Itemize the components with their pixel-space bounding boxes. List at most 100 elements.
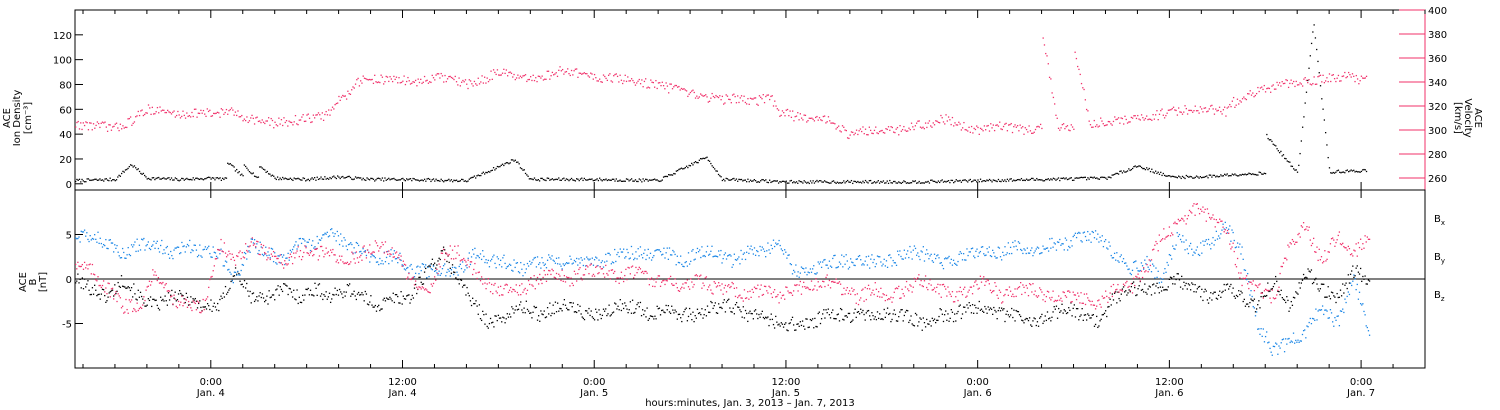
data-point-bx (740, 311, 742, 313)
data-point-velocity (184, 117, 187, 119)
data-point-velocity (1225, 115, 1227, 117)
data-point-ion-density (997, 178, 1000, 181)
data-point-bx (407, 294, 409, 297)
data-point-bx (503, 317, 505, 319)
data-point-velocity (918, 120, 920, 122)
data-point-bz (627, 266, 629, 269)
data-point-by (744, 258, 747, 261)
data-point-ion-density (962, 179, 964, 182)
data-point-bx (680, 317, 682, 319)
data-point-bx (838, 320, 841, 322)
data-point-bz (631, 265, 634, 267)
data-point-bx (619, 299, 621, 301)
data-point-bz (744, 297, 747, 300)
data-point-velocity (505, 69, 508, 71)
data-point-velocity (1229, 103, 1231, 106)
data-point-velocity (758, 95, 761, 97)
data-point-bx (818, 311, 820, 313)
data-point-by (223, 265, 226, 267)
data-point-velocity (1013, 125, 1015, 128)
data-point-by (544, 263, 547, 265)
data-point-ion-density (840, 182, 842, 184)
data-point-ion-density (1270, 139, 1272, 141)
data-point-bx (455, 277, 457, 279)
data-point-bx (548, 313, 550, 315)
data-point-bz (752, 291, 755, 293)
data-point-by (313, 247, 315, 249)
data-point-velocity (315, 114, 317, 116)
data-point-ion-density (849, 181, 851, 183)
data-point-velocity (1101, 120, 1103, 122)
data-point-bx (730, 310, 732, 313)
data-point-bx (996, 318, 998, 320)
data-point-by (327, 236, 330, 238)
data-point-by (1200, 242, 1202, 244)
data-point-by (507, 265, 510, 267)
data-point-bz (360, 254, 362, 257)
data-point-bx (511, 306, 513, 308)
data-point-bx (1096, 315, 1098, 318)
data-point-bx (1126, 294, 1128, 296)
data-point-ion-density (224, 177, 226, 179)
data-point-bx (997, 309, 999, 312)
data-point-velocity (912, 126, 914, 128)
data-point-ion-density (1333, 172, 1336, 174)
data-point-velocity (840, 131, 842, 133)
data-point-by (194, 244, 196, 246)
data-point-ion-density (276, 176, 279, 178)
data-point-bx (829, 317, 832, 319)
data-point-by (687, 252, 690, 254)
data-point-ion-density (823, 180, 826, 182)
data-point-bx (792, 324, 795, 326)
data-point-by (593, 259, 596, 261)
data-point-ion-density (155, 177, 157, 180)
data-point-velocity (752, 98, 754, 100)
data-point-by (947, 257, 949, 259)
data-point-bx (213, 302, 215, 304)
data-point-velocity (1230, 105, 1232, 108)
data-point-bx (1073, 304, 1075, 306)
data-point-velocity (393, 75, 395, 78)
data-point-by (676, 255, 678, 257)
data-point-bx (380, 308, 382, 310)
data-point-ion-density (1268, 139, 1271, 141)
data-point-by (295, 241, 297, 243)
data-point-bz (285, 262, 287, 265)
data-point-by (444, 263, 446, 265)
data-point-by (422, 263, 425, 266)
data-point-bx (828, 314, 831, 316)
data-point-bx (690, 313, 692, 315)
data-point-by (1176, 232, 1178, 234)
data-point-bx (739, 309, 741, 311)
data-point-by (1210, 248, 1212, 250)
data-point-ion-density (181, 177, 183, 180)
data-point-velocity (946, 120, 948, 122)
data-point-bx (1273, 283, 1276, 285)
data-point-by (425, 264, 427, 266)
data-point-by (1249, 294, 1251, 296)
data-point-by (592, 264, 595, 266)
data-point-ion-density (825, 181, 827, 183)
data-point-by (908, 256, 910, 259)
data-point-ion-density (816, 179, 818, 182)
data-point-velocity (715, 94, 717, 97)
data-point-by (335, 240, 337, 242)
data-point-by (1181, 241, 1183, 243)
data-point-bx (912, 324, 914, 326)
data-point-bz (630, 266, 633, 268)
data-point-velocity (289, 121, 292, 123)
data-point-velocity (104, 121, 106, 123)
data-point-velocity (466, 83, 468, 85)
data-point-velocity (1314, 83, 1317, 85)
data-point-by (663, 247, 665, 249)
data-point-by (871, 254, 873, 256)
data-point-ion-density (367, 178, 369, 180)
data-point-ion-density (880, 180, 882, 183)
data-point-bx (164, 295, 166, 297)
data-point-ion-density (1226, 173, 1228, 175)
data-point-bz (625, 268, 627, 271)
data-point-by (468, 252, 470, 254)
data-point-bz (640, 271, 643, 274)
data-point-velocity (1277, 84, 1279, 86)
data-point-bz (143, 296, 145, 298)
